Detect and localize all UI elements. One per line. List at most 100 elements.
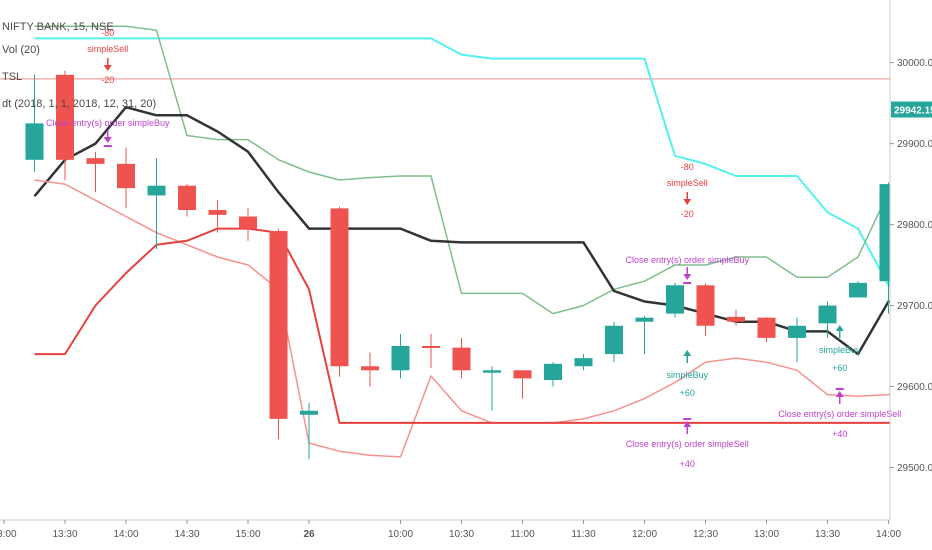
candle-body [727, 316, 745, 322]
candle-body [422, 346, 440, 348]
candle-body [483, 370, 501, 373]
x-tick-label: 12:00 [632, 529, 657, 540]
y-tick-label: 29700.00 [897, 301, 932, 312]
arrow-head [683, 421, 692, 427]
candle [239, 208, 257, 241]
candle-body [635, 317, 654, 322]
x-tick-label: 11:00 [510, 529, 535, 540]
candle-body [361, 366, 379, 371]
candle [513, 370, 532, 399]
candle [879, 182, 890, 314]
candle-body [818, 305, 837, 324]
close-order-label: Close entry(s) order simpleBuy [46, 118, 170, 128]
x-tick-label: 13:30 [52, 529, 77, 540]
indicator-line-red [34, 227, 890, 424]
y-tick-label: 29500.00 [897, 463, 932, 474]
candle-body [56, 74, 74, 160]
x-tick-label: 15:00 [235, 529, 260, 540]
candle [56, 70, 74, 181]
candle-body [696, 285, 715, 326]
sell-order-label: simpleSell [667, 178, 708, 188]
order-annotation: -80 simpleSell -20 [667, 162, 708, 219]
candle [696, 283, 715, 337]
indicator-line-green [34, 25, 890, 315]
order-annotation: simpleBuy +60 [819, 325, 861, 373]
candle-body [849, 282, 867, 298]
candle-body [208, 210, 227, 215]
x-tick-label: 13:30 [815, 529, 840, 540]
last-price-tag [891, 101, 932, 118]
candle [117, 147, 135, 209]
arrow-head [835, 325, 844, 331]
close-qty-label: +40 [680, 459, 695, 469]
candle-body [879, 184, 890, 282]
x-tick-label: 14:30 [174, 529, 199, 540]
x-tick-label: 13:00 [754, 529, 779, 540]
volume-indicator-label[interactable]: Vol (20) [2, 44, 40, 56]
buy-order-label: simpleBuy [819, 345, 861, 355]
candle-body [25, 123, 44, 160]
candle-body [330, 208, 349, 367]
candle-body [300, 410, 318, 415]
buy-order-label: simpleBuy [666, 370, 708, 380]
tsl-indicator-label[interactable]: TSL [2, 71, 23, 83]
candle-body [574, 358, 593, 367]
order-annotation: simpleBuy +60 [666, 350, 709, 398]
candle [788, 317, 806, 363]
candle [208, 200, 227, 233]
candle [849, 281, 867, 298]
y-tick-label: 29800.00 [897, 220, 932, 231]
buy-qty-label: +60 [832, 363, 847, 373]
candle [422, 333, 440, 368]
close-qty-label: +40 [832, 429, 847, 439]
sell-qty-label: -20 [681, 209, 694, 219]
dt-indicator-label[interactable]: dt (2018, 1, 1, 2018, 12, 31, 20) [2, 98, 157, 110]
candle-body [757, 317, 776, 338]
candle-body [452, 347, 471, 371]
candle [818, 301, 837, 338]
candle [300, 402, 318, 460]
close-order-label: Close entry(s) order simpleBuy [625, 255, 749, 265]
candle-body [147, 185, 166, 196]
candle-body [788, 325, 806, 338]
y-tick-label: 29900.00 [897, 139, 932, 150]
indicator-line-lightred [34, 179, 890, 458]
candle-body [86, 158, 105, 164]
symbol-title: NIFTY BANK, 15, NSE [2, 21, 114, 33]
x-tick-label: 10:30 [449, 529, 474, 540]
candle [391, 333, 410, 379]
candle [757, 316, 776, 342]
sell-order-label: simpleSell [87, 44, 128, 54]
arrow-head [835, 391, 844, 397]
candle [727, 309, 745, 326]
candle [452, 337, 471, 379]
candle [361, 352, 379, 387]
candle-body [239, 216, 257, 229]
candle [178, 184, 196, 217]
last-price-label: 29942.15 [894, 105, 932, 116]
candle-body [117, 163, 135, 189]
candle [574, 354, 593, 371]
sell-size-label: -80 [681, 162, 694, 172]
candle-body [544, 363, 562, 380]
candle [544, 362, 562, 387]
candle-body [269, 231, 288, 419]
plot-area [0, 25, 890, 460]
candle [605, 321, 623, 363]
x-tick-label: 12:30 [693, 529, 718, 540]
x-tick-label: 13:00 [0, 529, 17, 540]
x-tick-label: 14:00 [113, 529, 138, 540]
arrow-head [683, 350, 692, 356]
close-order-label: Close entry(s) order simpleSell [626, 439, 749, 449]
x-tick-label: 10:00 [388, 529, 413, 540]
candle [483, 366, 501, 411]
candle-body [513, 370, 532, 379]
y-tick-label: 30000.00 [897, 58, 932, 69]
candle-body [391, 346, 410, 371]
order-annotation: Close entry(s) order simpleSell +40 [626, 418, 749, 469]
x-tick-label: 14:00 [876, 529, 901, 540]
candle [635, 316, 654, 355]
y-tick-label: 29600.00 [897, 382, 932, 393]
